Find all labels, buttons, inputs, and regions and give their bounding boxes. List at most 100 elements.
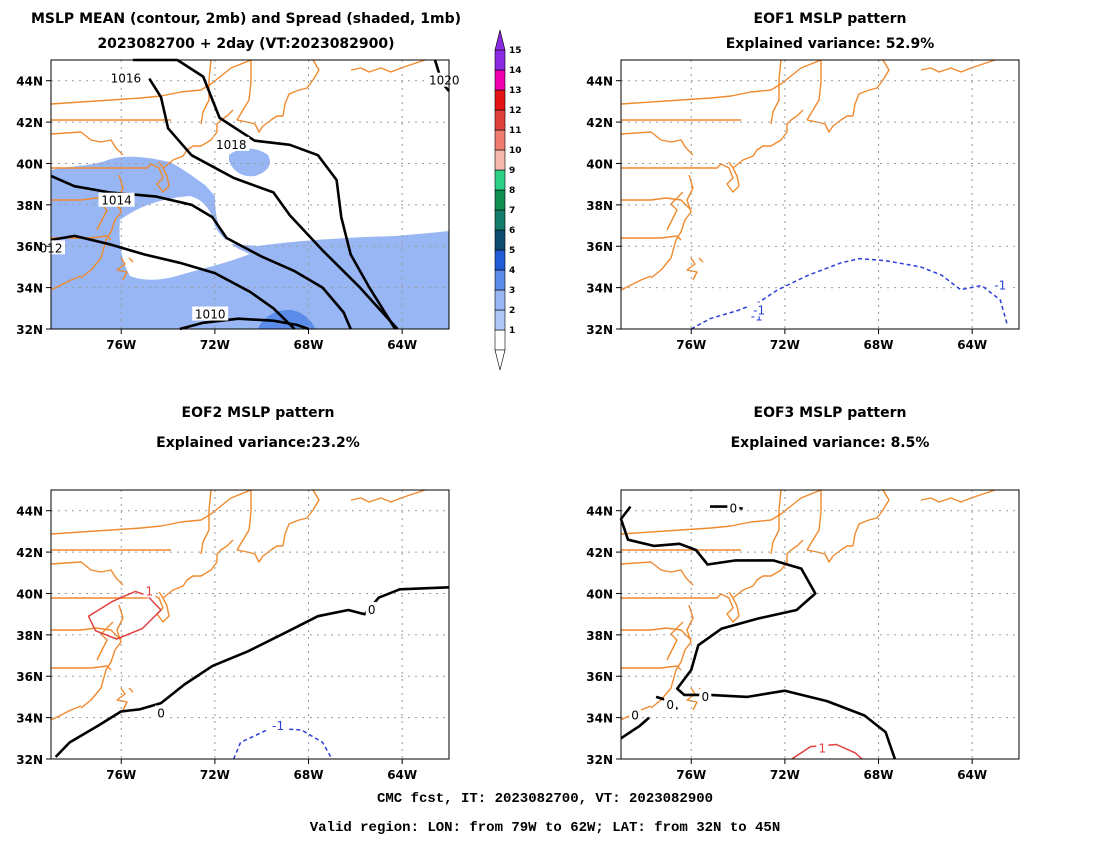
coastline-segment xyxy=(236,60,252,121)
colorbar-label: 2 xyxy=(509,306,515,316)
colorbar-label: 1 xyxy=(509,326,515,336)
contour-line xyxy=(87,590,162,640)
coastline-segment xyxy=(350,489,426,503)
y-tick-label: 32N xyxy=(586,753,613,767)
y-tick-label: 34N xyxy=(16,282,43,296)
coastline-segment xyxy=(350,59,426,73)
y-tick-label: 38N xyxy=(586,629,613,643)
colorbar-swatch xyxy=(494,89,506,111)
contour-label: -1 xyxy=(994,279,1006,293)
y-tick-label: 36N xyxy=(586,240,613,254)
colorbar-label: 13 xyxy=(509,86,522,96)
colorbar-swatch xyxy=(494,329,506,351)
coastline-segment xyxy=(51,665,112,671)
axis-ticks: 32N 34N 36N 38N 40N 42N 44N 76W 72W 68W 64W xyxy=(16,75,417,352)
coastline-segment xyxy=(621,665,682,671)
chart-subtitle: Explained variance:23.2% xyxy=(156,435,360,451)
coastline-segment xyxy=(806,490,822,551)
x-tick-label: 64W xyxy=(387,768,417,782)
contour-label: 0 xyxy=(368,603,376,617)
contour-label: 1014 xyxy=(101,194,132,208)
coastline-segment xyxy=(698,257,704,263)
colorbar-swatch xyxy=(494,289,506,311)
contour-label-bg xyxy=(699,688,712,703)
coastline-segment xyxy=(50,275,82,291)
contour-label: -1 xyxy=(272,719,284,733)
coastline-segment xyxy=(236,115,283,133)
coastline-segment xyxy=(236,490,252,551)
colorbar-swatch xyxy=(494,109,506,131)
contour-labels: 0 0 0 0 1 xyxy=(629,500,829,756)
lat-lon-grid xyxy=(621,490,1019,759)
y-tick-label: 38N xyxy=(16,629,43,643)
contour-line xyxy=(619,505,897,760)
coastline-segment xyxy=(282,59,320,117)
contour-label-bg xyxy=(664,697,677,712)
colorbar-bottom-arrow xyxy=(494,349,506,371)
x-tick-label: 76W xyxy=(676,768,706,782)
contour-line xyxy=(791,743,863,760)
coastline-segment xyxy=(80,604,124,709)
y-tick-label: 38N xyxy=(586,199,613,213)
colorbar-label: 12 xyxy=(509,106,522,116)
coastline-segment xyxy=(50,561,124,586)
coastline-segment xyxy=(116,257,128,281)
y-tick-label: 38N xyxy=(16,199,43,213)
contour-label: 0 xyxy=(701,690,709,704)
lat-lon-grid xyxy=(621,60,1019,329)
coastline-segment xyxy=(621,235,682,241)
x-tick-label: 72W xyxy=(770,768,800,782)
contour-label-bg xyxy=(749,302,770,317)
contour-lines xyxy=(690,257,1009,330)
coastline-segment xyxy=(50,705,82,721)
contour-line xyxy=(50,174,352,330)
chart-subtitle: Explained variance: 8.5% xyxy=(731,435,930,451)
coastline-segment xyxy=(620,131,694,156)
lat-lon-grid xyxy=(51,490,449,759)
x-tick-label: 72W xyxy=(770,338,800,352)
y-tick-label: 44N xyxy=(16,75,43,89)
y-tick-label: 40N xyxy=(16,157,43,171)
coastline-segment xyxy=(50,59,252,105)
colorbar-label: 6 xyxy=(509,226,515,236)
coastline-segment xyxy=(732,539,804,599)
axis-ticks: 32N 34N 36N 38N 40N 42N 44N 76W 72W 68W 64W xyxy=(16,505,417,782)
coastline-segment xyxy=(200,489,212,555)
coastline-segment xyxy=(732,109,804,169)
colorbar-swatch xyxy=(494,189,506,211)
contour-lines xyxy=(54,586,450,760)
x-tick-label: 68W xyxy=(294,768,324,782)
chart-title: EOF3 MSLP pattern xyxy=(754,405,907,421)
coastline-segment xyxy=(621,197,692,211)
coastline-segment xyxy=(621,163,722,169)
chart-subtitle: Explained variance: 52.9% xyxy=(726,36,935,52)
map-frame xyxy=(620,59,1020,330)
coastline-segment xyxy=(666,621,684,661)
coastline-segment xyxy=(852,489,890,547)
x-tick-label: 64W xyxy=(957,338,987,352)
coastline-segment xyxy=(620,275,652,291)
contour-line xyxy=(54,586,450,758)
colorbar-swatch xyxy=(494,249,506,271)
colorbar-swatch xyxy=(494,169,506,191)
contour-line xyxy=(179,317,309,331)
x-tick-label: 68W xyxy=(864,768,894,782)
coastline-segment xyxy=(720,591,740,623)
chart-title: EOF1 MSLP pattern xyxy=(754,11,907,27)
chart-title: MSLP MEAN (contour, 2mb) and Spread (sha… xyxy=(31,11,461,27)
y-tick-label: 34N xyxy=(586,282,613,296)
contour-label: 1 xyxy=(146,584,154,598)
colorbar-label: 8 xyxy=(509,186,515,196)
coastline-segment xyxy=(920,59,996,73)
y-tick-label: 40N xyxy=(586,587,613,601)
contour-label-bg xyxy=(365,602,378,617)
coastline-segment xyxy=(150,591,170,623)
colorbar-swatch xyxy=(494,149,506,171)
colorbar-label: 14 xyxy=(509,66,522,76)
y-tick-label: 42N xyxy=(586,546,613,560)
x-tick-label: 68W xyxy=(294,338,324,352)
y-tick-label: 42N xyxy=(586,116,613,130)
coastline-segment xyxy=(236,545,283,563)
coastline-segment xyxy=(620,59,822,105)
